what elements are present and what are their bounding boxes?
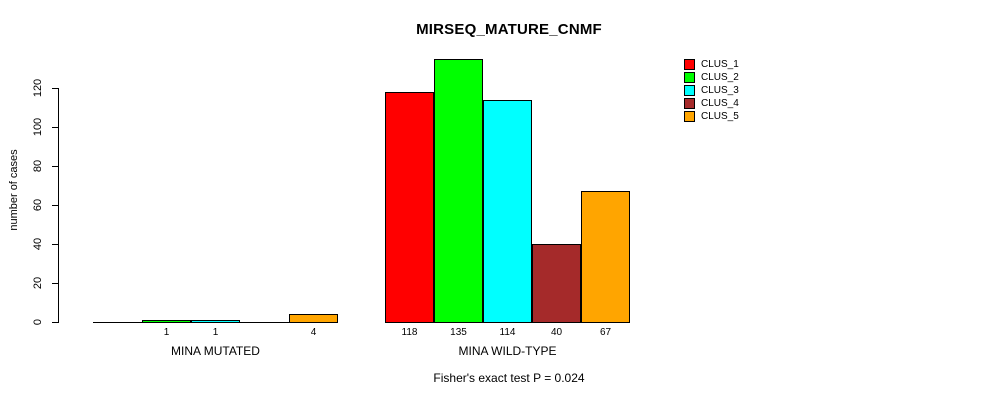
y-axis-tick-label: 100 (32, 117, 44, 137)
y-axis-tick (52, 244, 59, 245)
legend-color-swatch-clus-5 (684, 111, 695, 122)
bar-value-label: 114 (499, 327, 516, 338)
bar-value-label: 1 (212, 327, 219, 338)
legend-item-label: CLUS_3 (701, 85, 739, 96)
legend-item: CLUS_1 (684, 58, 739, 71)
y-axis-title: number of cases (8, 149, 20, 231)
y-axis-tick-label: 40 (32, 237, 44, 251)
legend-item: CLUS_4 (684, 97, 739, 110)
legend-item: CLUS_5 (684, 110, 739, 123)
legend-item-label: CLUS_2 (701, 72, 739, 83)
y-axis-tick-label: 120 (32, 78, 44, 98)
y-axis-tick (52, 205, 59, 206)
y-axis-tick-label: 20 (32, 276, 44, 290)
bar-value-label: 4 (310, 327, 317, 338)
bar-clus-5-mina-wild-type (581, 191, 630, 323)
bar-value-label: 67 (599, 327, 612, 338)
legend-color-swatch-clus-1 (684, 59, 695, 70)
legend: CLUS_1 CLUS_2 CLUS_3 CLUS_4 CLUS_5 (684, 58, 739, 123)
bar-clus-1-mina-wild-type (385, 92, 434, 323)
legend-color-swatch-clus-4 (684, 98, 695, 109)
legend-item-label: CLUS_5 (701, 111, 739, 122)
legend-item: CLUS_3 (684, 84, 739, 97)
bar-value-label: 135 (450, 327, 467, 338)
y-axis-tick-label: 0 (32, 318, 44, 326)
fisher-test-annotation: Fisher's exact test P = 0.024 (433, 371, 585, 385)
y-axis-tick (52, 322, 59, 323)
legend-color-swatch-clus-2 (684, 72, 695, 83)
legend-item: CLUS_2 (684, 71, 739, 84)
bar-clus-2-mina-wild-type (434, 59, 483, 323)
legend-item-label: CLUS_1 (701, 59, 739, 70)
bar-value-label: 118 (401, 327, 418, 338)
chart-title: MIRSEQ_MATURE_CNMF (416, 21, 602, 38)
bar-clus-3-mina-wild-type (483, 100, 532, 323)
y-axis-tick (52, 127, 59, 128)
group-label-mina-mutated: MINA MUTATED (171, 344, 260, 358)
legend-color-swatch-clus-3 (684, 85, 695, 96)
y-axis-tick-label: 80 (32, 159, 44, 173)
bar-clus-2-mina-mutated (142, 320, 191, 323)
group-label-mina-wild-type: MINA WILD-TYPE (458, 344, 557, 358)
legend-item-label: CLUS_4 (701, 98, 739, 109)
bar-clus-3-mina-mutated (191, 320, 240, 323)
y-axis-tick-label: 60 (32, 198, 44, 212)
y-axis-tick (52, 88, 59, 89)
bar-clus-5-mina-mutated (289, 314, 338, 323)
bar-value-label: 40 (550, 327, 563, 338)
y-axis-tick (52, 166, 59, 167)
y-axis-tick (52, 283, 59, 284)
bar-clus-4-mina-wild-type (532, 244, 581, 323)
bar-value-label: 1 (163, 327, 170, 338)
